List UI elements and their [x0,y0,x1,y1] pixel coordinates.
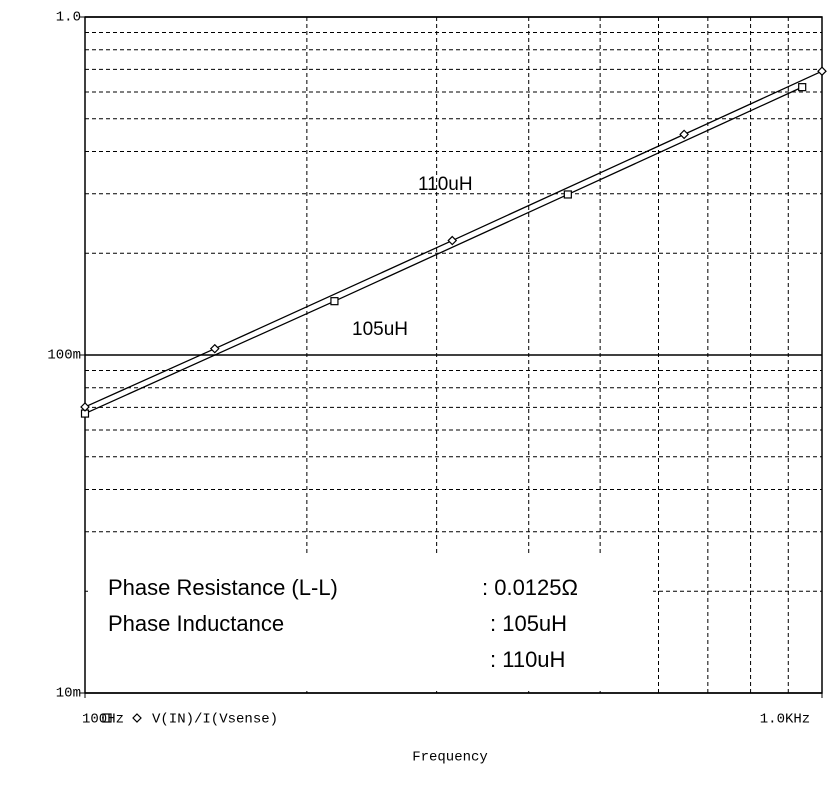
annotation: Phase Resistance (L-L) [108,575,338,600]
plot-area [84,16,823,694]
y-tick-label: 100m [47,348,81,364]
marker-diamond [817,66,827,77]
legend-marker-diamond [132,713,142,723]
x-tick-label: 1.0KHz [760,712,810,728]
marker-square [563,190,572,199]
marker-diamond [80,402,90,412]
series-line [84,86,803,415]
y-tick-label: 1.0 [56,10,81,26]
legend-marker-square [102,713,112,723]
annotation: : 110uH [490,647,565,672]
y-tick-label: 10m [56,686,81,702]
marker-square [330,297,339,306]
annotation: : 105uH [490,611,567,636]
marker-diamond [679,129,689,140]
x-tick-label: 100Hz [82,712,124,728]
info-box [88,555,653,691]
marker-diamond [447,235,458,246]
annotation: Phase Inductance [108,611,284,636]
marker-diamond [209,343,220,354]
legend-label: V(IN)/I(Vsense) [152,712,278,728]
series-label: 110uH [418,174,473,195]
series-label: 105uH [352,319,408,340]
marker-square [798,83,807,92]
x-axis-title: Frequency [412,750,488,766]
annotation: : 0.0125Ω [482,575,578,600]
